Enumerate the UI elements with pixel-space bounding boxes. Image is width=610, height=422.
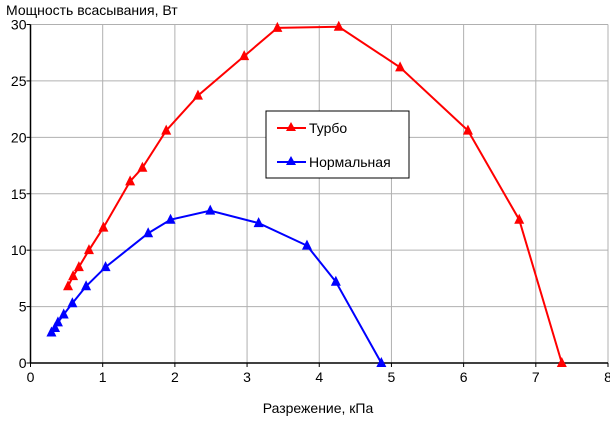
data-point-marker bbox=[83, 244, 94, 255]
data-point-marker bbox=[100, 261, 111, 272]
gridlines bbox=[30, 24, 609, 363]
data-point-marker bbox=[98, 221, 109, 232]
y-tick-label: 10 bbox=[11, 242, 27, 258]
x-axis-title: Разрежение, кПа bbox=[263, 400, 374, 416]
y-tick-label: 15 bbox=[11, 186, 27, 202]
data-point-marker bbox=[67, 297, 78, 308]
data-point-marker bbox=[395, 61, 406, 72]
data-point-marker bbox=[143, 227, 154, 238]
series-group bbox=[46, 20, 567, 367]
y-tick-label: 25 bbox=[11, 73, 27, 89]
data-point-marker bbox=[58, 308, 69, 319]
data-point-marker bbox=[205, 204, 216, 215]
data-point-marker bbox=[63, 280, 74, 291]
data-point-marker bbox=[330, 275, 341, 286]
x-tick-label: 8 bbox=[604, 369, 610, 385]
legend-box bbox=[265, 110, 410, 179]
x-tick-label: 7 bbox=[532, 369, 540, 385]
series-line bbox=[50, 209, 383, 364]
legend-label-normal: Нормальная bbox=[309, 154, 391, 170]
x-tick-label: 4 bbox=[315, 369, 323, 385]
data-point-marker bbox=[81, 280, 92, 291]
data-point-marker bbox=[272, 21, 283, 32]
data-point-marker bbox=[192, 89, 203, 100]
data-point-marker bbox=[253, 217, 264, 228]
legend: Турбо Нормальная bbox=[265, 110, 410, 179]
legend-label-turbo: Турбо bbox=[309, 120, 347, 136]
data-point-marker bbox=[301, 239, 312, 250]
data-point-marker bbox=[50, 322, 61, 333]
x-tick-label: 3 bbox=[243, 369, 251, 385]
tick-labels: 0 1 2 3 4 5 6 7 8 0 5 10 15 20 25 30 bbox=[11, 17, 610, 386]
legend-marker-normal bbox=[286, 156, 296, 165]
series-normal bbox=[46, 204, 387, 367]
series-turbo bbox=[63, 20, 567, 367]
data-point-marker bbox=[239, 50, 250, 61]
y-tick-label: 20 bbox=[11, 129, 27, 145]
x-tick-label: 5 bbox=[388, 369, 396, 385]
y-axis-title: Мощность всасывания, Вт bbox=[6, 2, 178, 18]
data-point-marker bbox=[68, 270, 79, 281]
y-tick-label: 30 bbox=[11, 17, 27, 33]
data-point-marker bbox=[462, 124, 473, 135]
data-point-marker bbox=[556, 357, 567, 367]
data-point-marker bbox=[165, 213, 176, 224]
legend-marker-turbo bbox=[286, 122, 296, 131]
y-tick-label: 5 bbox=[19, 299, 27, 315]
axes bbox=[26, 24, 609, 367]
data-point-marker bbox=[161, 124, 172, 135]
x-tick-label: 2 bbox=[171, 369, 179, 385]
data-point-marker bbox=[125, 175, 136, 186]
y-tick-label: 0 bbox=[19, 355, 27, 371]
data-point-marker bbox=[52, 316, 63, 327]
data-point-marker bbox=[333, 20, 344, 31]
data-point-marker bbox=[73, 261, 84, 272]
data-point-marker bbox=[137, 161, 148, 172]
data-point-marker bbox=[376, 357, 387, 367]
x-tick-label: 0 bbox=[27, 369, 35, 385]
series-line bbox=[67, 25, 563, 364]
x-tick-label: 1 bbox=[99, 369, 107, 385]
data-point-marker bbox=[514, 213, 525, 224]
x-tick-label: 6 bbox=[460, 369, 468, 385]
